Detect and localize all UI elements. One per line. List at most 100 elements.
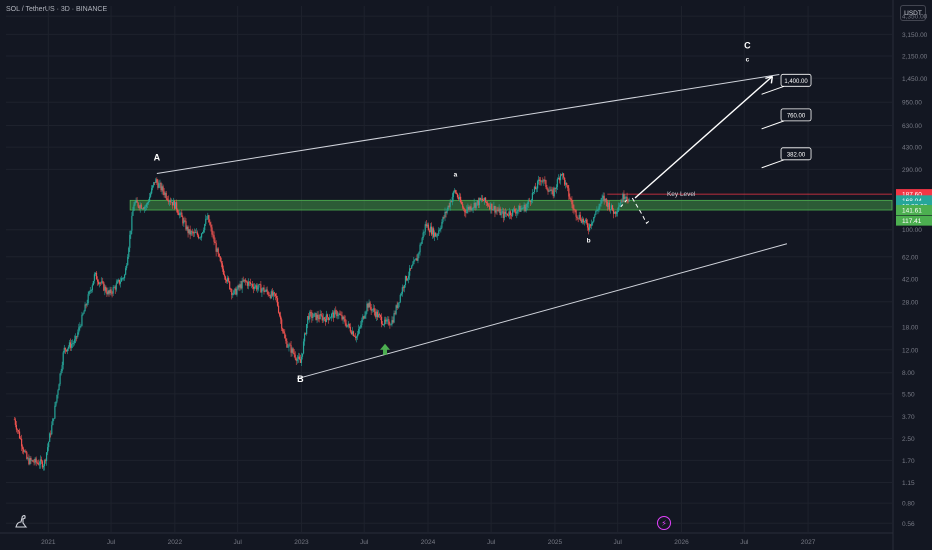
candle-body [181, 212, 183, 217]
candle-body [159, 183, 161, 184]
candle-body [344, 319, 346, 324]
candle-body [113, 287, 115, 288]
candle-body [168, 200, 170, 202]
wave-label-a: a [454, 172, 458, 179]
candle-body [296, 358, 298, 361]
candle-body [145, 204, 148, 207]
price-label-box [896, 189, 932, 200]
candle-body [127, 256, 129, 266]
candle-body [583, 220, 586, 223]
candle-body [628, 199, 630, 202]
candle-body [302, 341, 305, 354]
candle-body [401, 287, 403, 294]
candle-body [566, 182, 568, 186]
candle-body [463, 207, 465, 209]
candle-body [303, 333, 306, 342]
candle-body [183, 220, 185, 224]
candle-body [310, 312, 312, 313]
candle-body [594, 214, 596, 218]
lightning-icon[interactable]: ⚡ [657, 516, 671, 530]
candle-body [133, 204, 135, 211]
candle-body [243, 279, 245, 282]
candle-body [283, 331, 285, 334]
target-box [780, 108, 812, 122]
candle-body [13, 419, 15, 421]
candle-body [584, 219, 587, 221]
channel-lower-line [297, 243, 788, 380]
candle-body [609, 209, 612, 211]
candle-body [281, 319, 283, 329]
candle-body [102, 281, 104, 283]
candle-body [590, 224, 592, 226]
candle-body [125, 268, 127, 275]
candle-body [434, 232, 436, 237]
candle-body [515, 211, 517, 214]
candle-body [139, 204, 141, 209]
candle-body [403, 284, 406, 289]
candle-body [457, 197, 460, 200]
candle-body [580, 220, 582, 223]
candle-body [552, 190, 554, 197]
candle-body [160, 183, 162, 191]
candle-body [553, 188, 555, 197]
candle-body [63, 347, 65, 353]
projection-small-dashed [620, 197, 629, 208]
candle-body [616, 211, 618, 214]
candle-body [484, 197, 487, 202]
candle-body [606, 201, 608, 208]
candle-body [593, 217, 595, 222]
candle-body [285, 338, 287, 342]
candle-body [246, 281, 248, 286]
candle-body [69, 342, 72, 348]
candle-body [260, 284, 262, 293]
currency-button[interactable]: USDT [900, 5, 926, 21]
candle-body [280, 315, 282, 320]
candle-body [442, 217, 444, 223]
candle-body [74, 339, 76, 344]
candle-body [520, 208, 522, 212]
candle-body [429, 226, 432, 233]
x-tick-label: 2021 [41, 539, 56, 546]
candle-body [510, 215, 513, 216]
price-label-text: 117.41 [902, 218, 922, 225]
candle-body [425, 224, 427, 227]
candle-body [236, 289, 238, 295]
candle-body [514, 209, 516, 212]
candle-body [261, 289, 263, 293]
candle-body [554, 188, 556, 189]
candle-body [79, 326, 81, 328]
candle-body [444, 211, 446, 218]
candle-body [48, 441, 50, 448]
candle-body [324, 319, 326, 322]
candle-body [486, 201, 488, 203]
dinosaur-icon[interactable] [14, 514, 30, 533]
y-tick-label: 8.00 [902, 370, 915, 377]
candle-body [336, 310, 338, 317]
candle-body [622, 194, 624, 202]
candle-body [229, 281, 231, 289]
candle-body [206, 218, 208, 220]
candle-body [126, 265, 128, 269]
candle-body [282, 328, 284, 332]
y-tick-label: 5.50 [902, 391, 915, 398]
candle-body [231, 289, 233, 295]
candle-body [108, 290, 110, 294]
candle-body [234, 288, 236, 291]
candle-body [202, 232, 204, 234]
wave-label-B: B [297, 374, 304, 384]
candle-body [441, 222, 443, 228]
candle-body [525, 206, 527, 211]
candle-body [62, 352, 64, 366]
candle-body [130, 230, 132, 235]
candle-body [361, 320, 363, 326]
candle-body [493, 205, 495, 210]
candle-body [39, 459, 41, 465]
candle-body [419, 244, 421, 253]
candle-body [27, 458, 29, 460]
candle-body [134, 202, 136, 205]
candle-body [465, 212, 467, 213]
candle-body [368, 302, 370, 308]
candle-body [569, 196, 571, 199]
candle-body [23, 449, 25, 452]
